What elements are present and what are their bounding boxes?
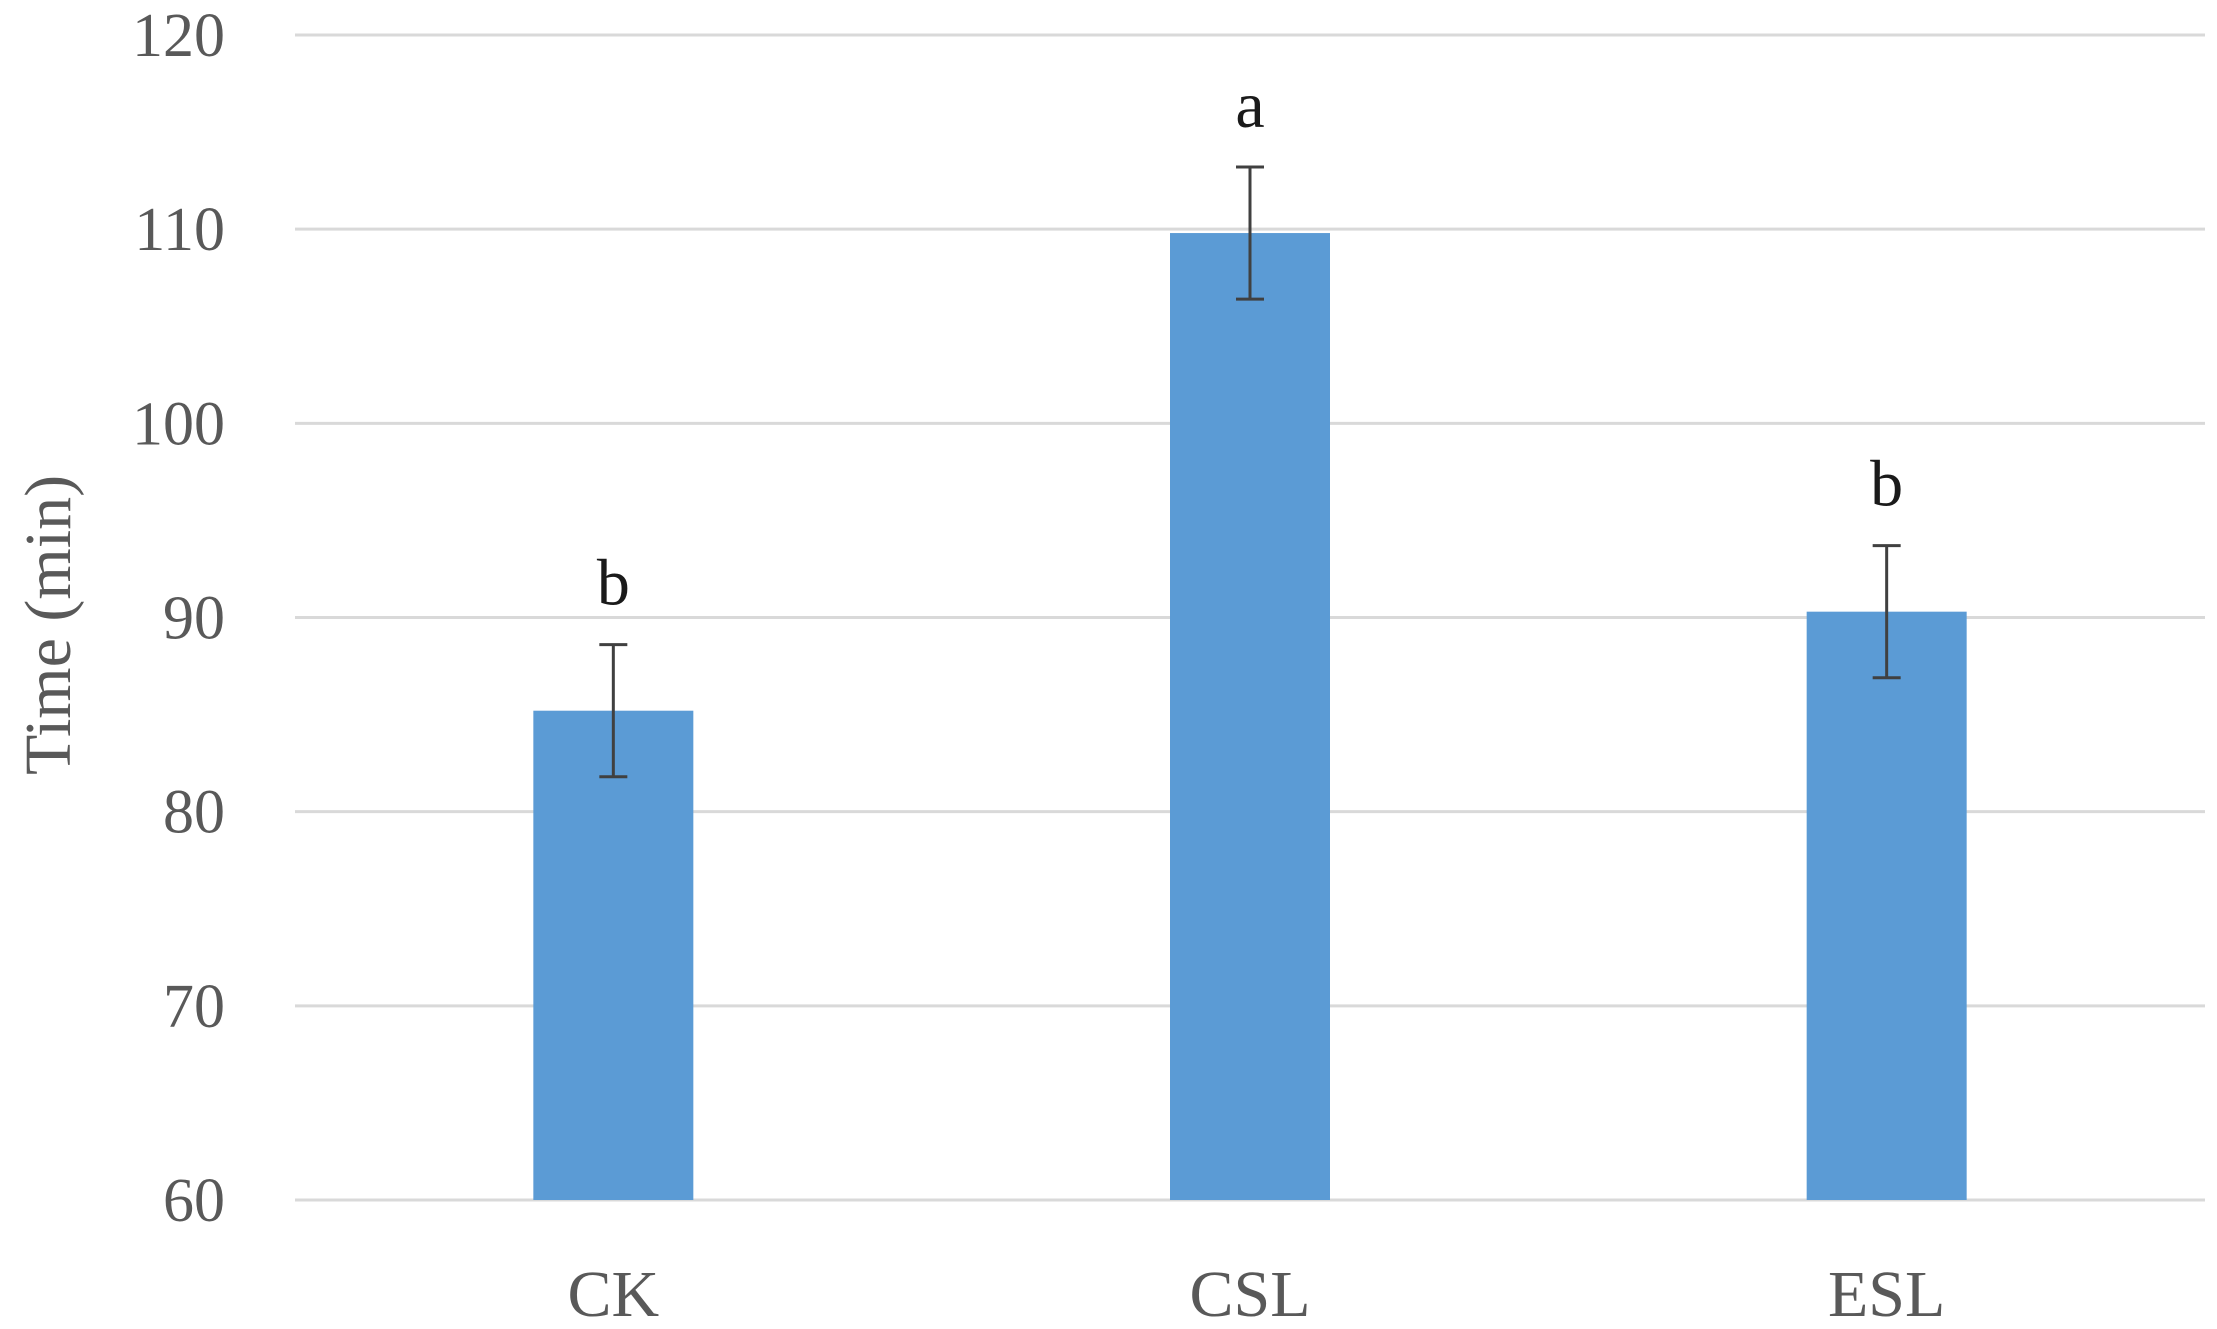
error-bar-ck bbox=[599, 643, 628, 779]
y-tick-label-110: 110 bbox=[134, 196, 225, 264]
significance-label-csl: a bbox=[1235, 69, 1264, 142]
category-label-esl: ESL bbox=[1828, 1258, 1945, 1329]
y-tick-label-120: 120 bbox=[132, 2, 225, 70]
bar-esl bbox=[1806, 611, 1967, 1200]
bar-csl bbox=[1170, 233, 1330, 1201]
significance-labels: b a b bbox=[597, 69, 1903, 620]
bars bbox=[533, 233, 1967, 1201]
category-label-csl: CSL bbox=[1189, 1258, 1310, 1329]
significance-label-esl: b bbox=[1870, 448, 1903, 521]
category-labels: CK CSL ESL bbox=[567, 1258, 1945, 1329]
y-tick-labels: 60 70 80 90 100 110 120 bbox=[132, 2, 225, 1235]
y-tick-label-90: 90 bbox=[163, 585, 225, 653]
y-tick-label-100: 100 bbox=[132, 390, 225, 458]
y-tick-label-70: 70 bbox=[163, 973, 225, 1041]
y-tick-label-80: 80 bbox=[163, 779, 225, 847]
y-axis-title: Time (min) bbox=[12, 475, 85, 775]
error-bar-csl bbox=[1236, 165, 1264, 301]
y-tick-label-60: 60 bbox=[163, 1167, 225, 1235]
category-label-ck: CK bbox=[567, 1258, 659, 1329]
bar-ck bbox=[533, 710, 694, 1200]
error-bars bbox=[599, 165, 1901, 779]
significance-label-ck: b bbox=[597, 547, 630, 620]
error-bar-esl bbox=[1872, 544, 1901, 680]
